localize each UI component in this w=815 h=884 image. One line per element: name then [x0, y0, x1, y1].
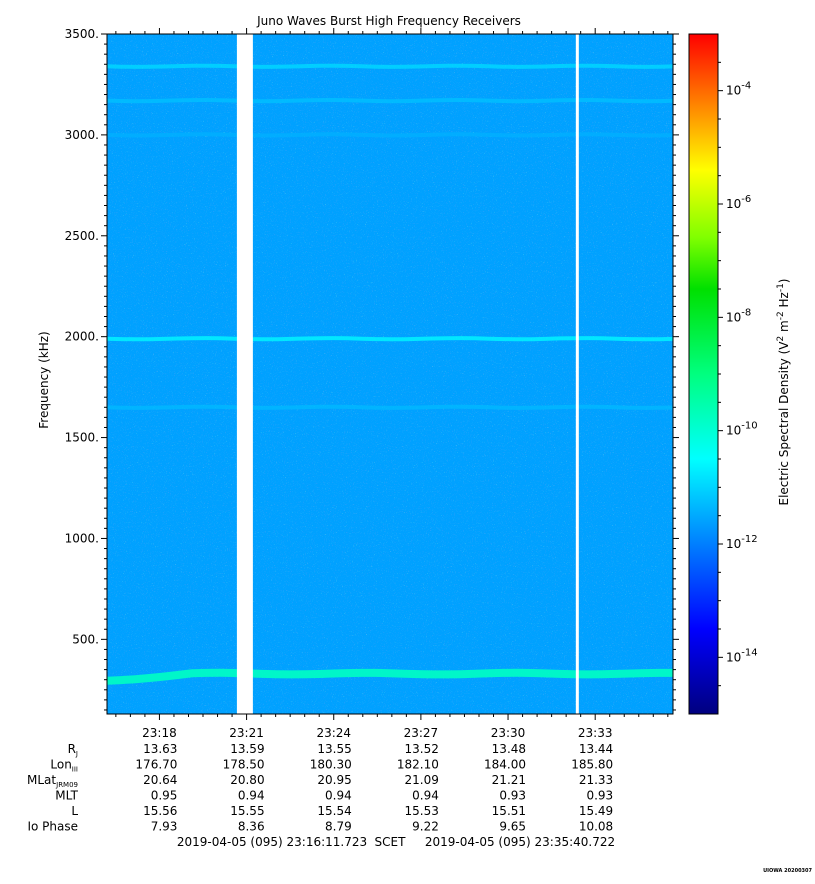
data-gaps: [236, 34, 579, 714]
colorbar-tick-label: 10-10: [726, 421, 758, 438]
colorbar-tick-label: 10-8: [726, 307, 751, 324]
colorbar-label: Electric Spectral Density (V2 m-2 Hz-1): [776, 278, 791, 505]
ephemeris-value: 13.48: [492, 742, 526, 756]
ephemeris-value: 7.93: [151, 820, 178, 834]
time-range-start: 2019-04-05 (095) 23:16:11.723: [177, 835, 367, 849]
ephemeris-value: 21.09: [405, 773, 439, 787]
colorbar: 10-4 10-6 10-8 10-10 10-12 10-14 Electric Spe…: [688, 33, 791, 715]
ephemeris-value: 20.64: [143, 773, 177, 787]
ephemeris-value: 13.55: [317, 742, 351, 756]
ephemeris-value: 13.63: [143, 742, 177, 756]
ephemeris-value: 0.94: [325, 789, 352, 803]
y-tick-label: 500.: [72, 632, 99, 646]
y-tick-label: 1000.: [65, 531, 99, 545]
emission-band: [106, 63, 674, 69]
ephemeris-value: 21.33: [579, 773, 613, 787]
y-tick-label: 2500.: [65, 229, 99, 243]
colorbar-ticks: 10-4 10-6 10-8 10-10 10-12 10-14: [718, 61, 758, 687]
time-range-mid: SCET: [375, 835, 407, 849]
time-range-end: 2019-04-05 (095) 23:35:40.722: [425, 835, 615, 849]
chart-title: Juno Waves Burst High Frequency Receiver…: [256, 14, 521, 28]
ephemeris-value: 0.94: [412, 789, 439, 803]
emission-band: [106, 132, 674, 138]
ephemeris-value: 9.65: [499, 820, 526, 834]
x-tick-label: 23:33: [578, 726, 613, 740]
data-gap: [575, 34, 579, 714]
plot-area: [106, 33, 674, 715]
y-tick-label: 2000.: [65, 330, 99, 344]
ephemeris-value: 13.52: [405, 742, 439, 756]
ephemeris-value: 176.70: [135, 758, 177, 772]
ephemeris-value: 15.56: [143, 804, 177, 818]
ephemeris-value: 13.44: [579, 742, 613, 756]
ephemeris-row-label: L: [71, 804, 78, 818]
x-tick-label: 23:30: [491, 726, 526, 740]
ephemeris-row-label: RJ: [68, 742, 78, 758]
ephemeris-row-label: Io Phase: [27, 820, 78, 834]
ephemeris-value: 20.80: [230, 773, 264, 787]
ephemeris-value: 8.79: [325, 820, 352, 834]
y-tick-label: 3000.: [65, 128, 99, 142]
time-range-footer: 2019-04-05 (095) 23:16:11.723 SCET 2019-…: [177, 835, 615, 849]
ephemeris-value: 13.59: [230, 742, 264, 756]
ephemeris-value: 15.54: [317, 804, 351, 818]
ephemeris-value: 9.22: [412, 820, 439, 834]
x-tick-label: 23:27: [404, 726, 439, 740]
ephemeris-value: 182.10: [397, 758, 439, 772]
ephemeris-table: RJ 13.63 13.59 13.55 13.52 13.48 13.44 LonIII 17…: [27, 742, 613, 834]
ephemeris-value: 15.55: [230, 804, 264, 818]
ephemeris-value: 15.49: [579, 804, 613, 818]
colorbar-scale: [688, 33, 719, 715]
emission-band: [106, 97, 674, 104]
ephemeris-value: 180.30: [310, 758, 352, 772]
x-axis: 23:18 23:21 23:24 23:27 23:30 23:33: [115, 28, 669, 740]
credit-label: UIOWA 20200307: [763, 868, 812, 874]
ephemeris-value: 184.00: [484, 758, 526, 772]
colorbar-tick-label: 10-12: [726, 534, 758, 551]
ephemeris-row-label: MLatJRM09: [27, 773, 78, 789]
colorbar-tick-label: 10-4: [726, 81, 751, 98]
ephemeris-value: 15.53: [405, 804, 439, 818]
emission-band: [106, 336, 674, 342]
ephemeris-row-label: LonIII: [50, 758, 78, 774]
emission-band: [106, 404, 674, 410]
ephemeris-value: 178.50: [223, 758, 265, 772]
x-tick-label: 23:18: [142, 726, 177, 740]
ephemeris-value: 20.95: [317, 773, 351, 787]
colorbar-tick-label: 10-6: [726, 194, 751, 211]
ephemeris-value: 0.93: [586, 789, 613, 803]
y-axis: 3500. 3000. 2500. 2000. 1500. 1000. 500.: [65, 27, 679, 711]
ephemeris-row-label: MLT: [55, 789, 78, 803]
x-tick-label: 23:21: [229, 726, 264, 740]
y-tick-label: 1500.: [65, 431, 99, 445]
plot-frame: [106, 33, 674, 715]
y-axis-label: Frequency (kHz): [37, 331, 51, 428]
ephemeris-value: 185.80: [571, 758, 613, 772]
ephemeris-value: 0.95: [151, 789, 178, 803]
ephemeris-value: 8.36: [238, 820, 265, 834]
y-tick-label: 3500.: [65, 27, 99, 41]
ephemeris-value: 15.51: [492, 804, 526, 818]
ephemeris-value: 0.94: [238, 789, 265, 803]
ephemeris-value: 10.08: [579, 820, 613, 834]
colorbar-tick-label: 10-14: [726, 647, 758, 664]
data-gap: [236, 34, 253, 714]
ephemeris-value: 0.93: [499, 789, 526, 803]
x-tick-label: 23:24: [316, 726, 351, 740]
ephemeris-value: 21.21: [492, 773, 526, 787]
